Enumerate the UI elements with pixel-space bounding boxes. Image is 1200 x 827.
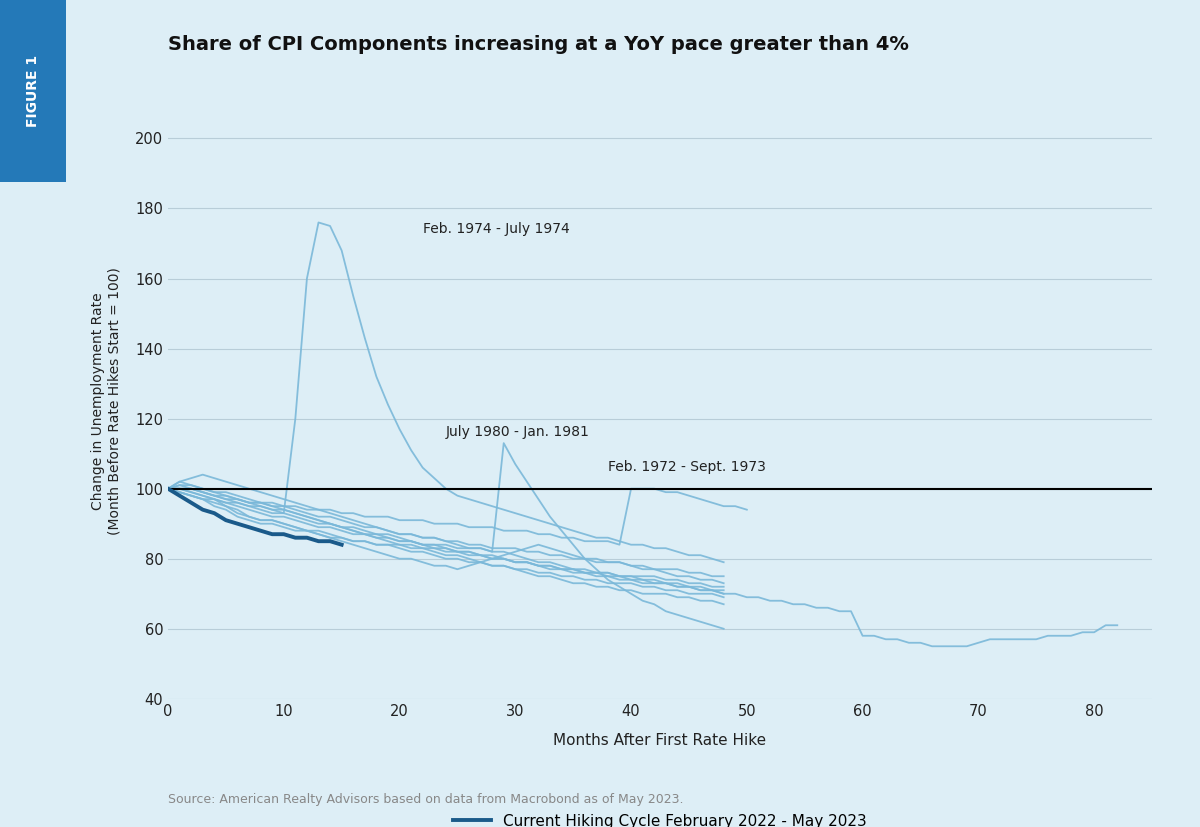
Bar bbox=[0, 0, 66, 182]
Y-axis label: Change in Unemployment Rate
(Month Before Rate Hikes Start = 100): Change in Unemployment Rate (Month Befor… bbox=[91, 267, 121, 535]
Text: Share of CPI Components increasing at a YoY pace greater than 4%: Share of CPI Components increasing at a … bbox=[168, 35, 908, 54]
Text: Feb. 1972 - Sept. 1973: Feb. 1972 - Sept. 1973 bbox=[608, 460, 766, 474]
Legend: Current Hiking Cycle February 2022 - May 2023: Current Hiking Cycle February 2022 - May… bbox=[446, 808, 874, 827]
Text: FIGURE 1: FIGURE 1 bbox=[26, 55, 40, 127]
X-axis label: Months After First Rate Hike: Months After First Rate Hike bbox=[553, 733, 767, 748]
Text: Feb. 1974 - July 1974: Feb. 1974 - July 1974 bbox=[422, 222, 570, 236]
Text: July 1980 - Jan. 1981: July 1980 - Jan. 1981 bbox=[446, 425, 589, 439]
Text: Source: American Realty Advisors based on data from Macrobond as of May 2023.: Source: American Realty Advisors based o… bbox=[168, 793, 684, 806]
